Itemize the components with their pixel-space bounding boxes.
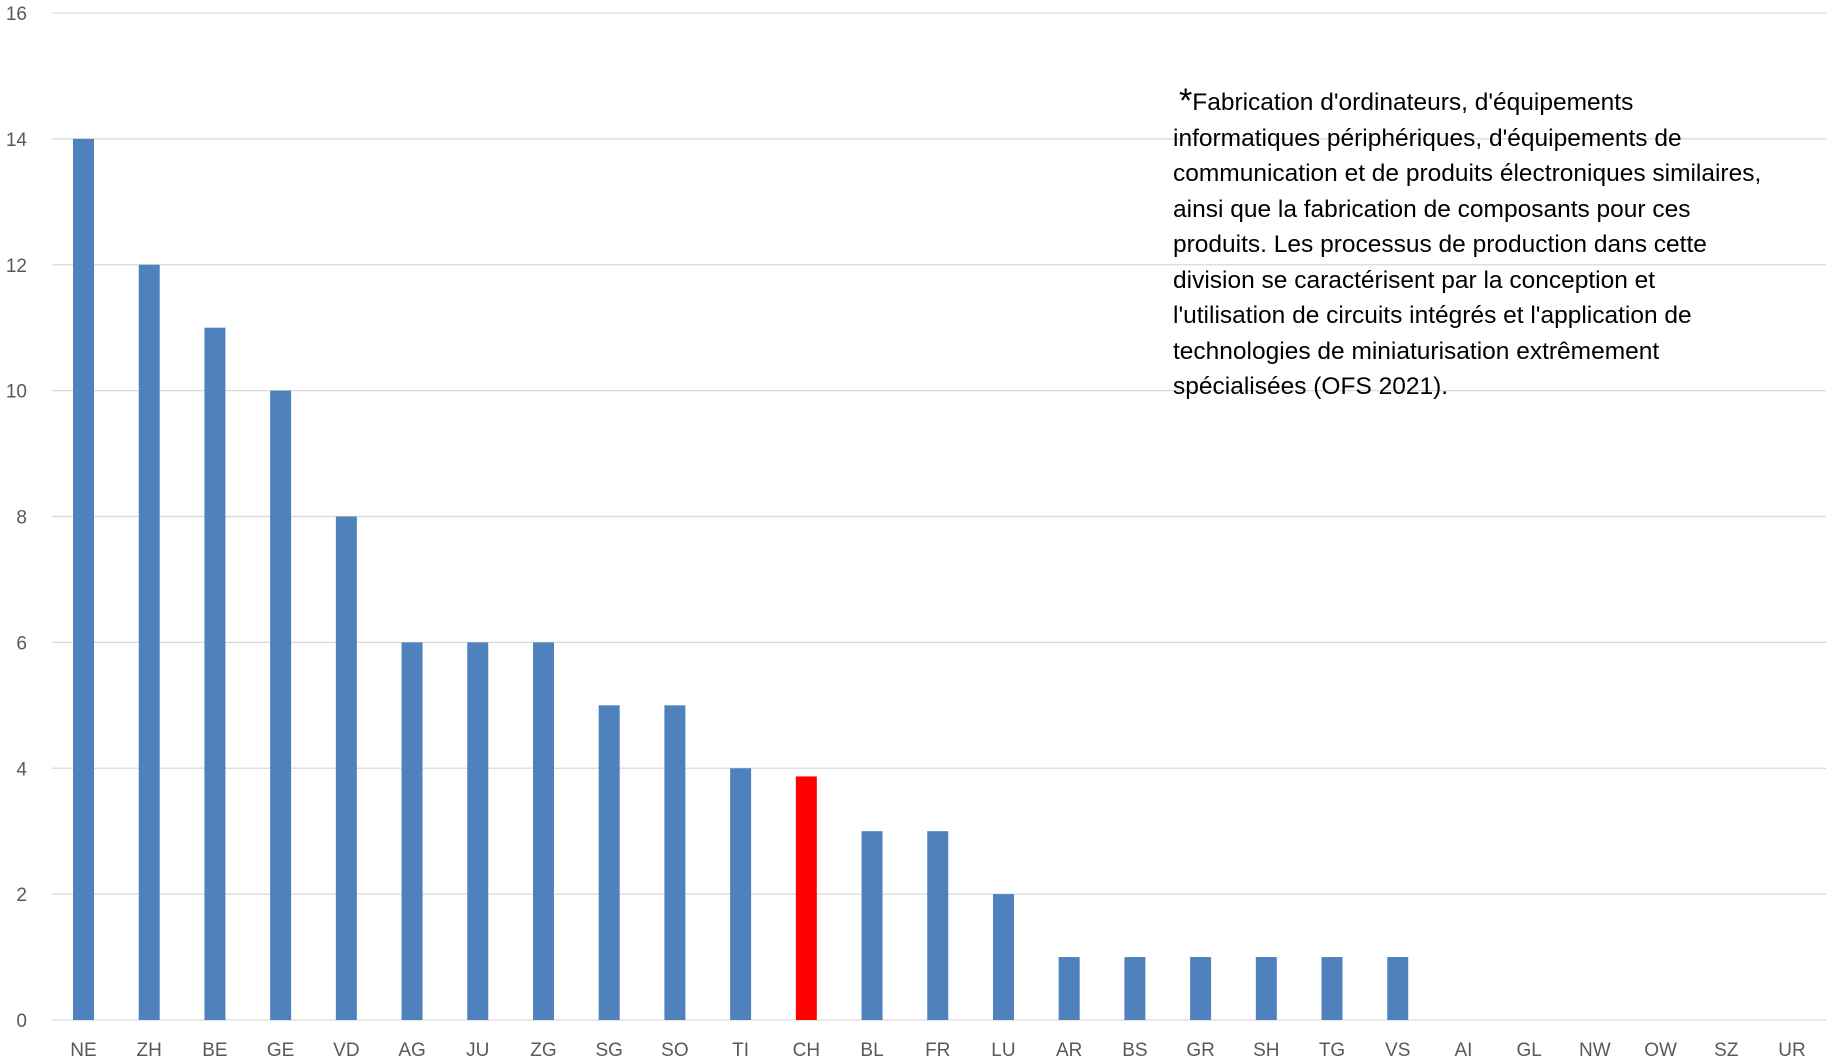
x-tick-label-ti: TI: [732, 1040, 749, 1061]
footnote-line: produits. Les processus de production da…: [1173, 231, 1707, 258]
bar-ge: [270, 390, 292, 1021]
y-axis-tick-labels: 0 2 4 6 8 10 12 14 16: [6, 4, 28, 1032]
footnote-line: spécialisées (OFS 2021).: [1173, 373, 1449, 400]
x-tick-label-bl: BL: [860, 1040, 883, 1061]
footnote-line: technologies de miniaturisation extrêmem…: [1173, 337, 1660, 365]
bar-vs: [1387, 957, 1409, 1020]
x-tick-label-ar: AR: [1056, 1040, 1082, 1061]
footnote-line: informatiques périphériques, d'équipemen…: [1173, 124, 1682, 152]
x-tick-label-bs: BS: [1122, 1040, 1147, 1061]
bar-zh: [138, 264, 160, 1020]
x-tick-label-nw: NW: [1579, 1040, 1611, 1061]
y-tick-label: 2: [16, 885, 27, 906]
y-tick-label: 14: [6, 130, 28, 151]
bar-bs: [1124, 957, 1146, 1020]
y-tick-label: 12: [6, 256, 27, 277]
x-tick-label-ai: AI: [1454, 1040, 1472, 1061]
bar-ag: [401, 642, 423, 1021]
footnote-line: l'utilisation de circuits intégrés et l'…: [1173, 302, 1692, 329]
bar-ar: [1058, 957, 1080, 1020]
bar-sg: [598, 705, 620, 1020]
x-axis-tick-labels: NE ZH BE GE VD AG JU ZG SG SO TI CH BL FR LU AR BS GR SH TG…: [70, 1040, 1805, 1061]
y-tick-label: 10: [6, 382, 27, 403]
x-tick-label-ow: OW: [1644, 1040, 1677, 1061]
y-tick-label: 4: [16, 759, 27, 780]
x-tick-label-ge: GE: [267, 1040, 294, 1061]
x-tick-label-zg: ZG: [530, 1040, 556, 1061]
bar-tg: [1321, 957, 1343, 1020]
x-tick-label-ne: NE: [70, 1040, 96, 1061]
bar-gr: [1190, 957, 1212, 1020]
x-tick-label-gl: GL: [1516, 1040, 1541, 1061]
bar-bl: [861, 831, 883, 1020]
x-tick-label-zh: ZH: [137, 1040, 162, 1061]
x-tick-label-sz: SZ: [1714, 1040, 1739, 1061]
x-tick-label-ag: AG: [398, 1040, 425, 1061]
x-tick-label-fr: FR: [925, 1040, 950, 1061]
footnote-line: communication et de produits électroniqu…: [1173, 160, 1762, 187]
x-tick-label-ur: UR: [1778, 1040, 1805, 1061]
bar-zg: [532, 642, 554, 1021]
bar-ju: [467, 642, 489, 1021]
bar-so: [664, 705, 686, 1020]
x-tick-label-lu: LU: [991, 1040, 1015, 1061]
x-tick-label-ju: JU: [466, 1040, 489, 1061]
y-tick-label: 6: [16, 633, 27, 654]
x-tick-label-tg: TG: [1319, 1040, 1345, 1061]
bar-sh: [1255, 957, 1277, 1020]
y-tick-label: 0: [16, 1011, 27, 1032]
x-tick-label-so: SO: [661, 1040, 688, 1061]
footnote-annotation: *Fabrication d'ordinateurs, d'équipement…: [1173, 82, 1826, 405]
bar-lu: [992, 894, 1014, 1021]
bar-ch: [795, 776, 817, 1020]
y-tick-label: 8: [16, 508, 27, 529]
bar-be: [204, 327, 226, 1020]
x-tick-label-vs: VS: [1385, 1040, 1410, 1061]
x-tick-label-sh: SH: [1253, 1040, 1279, 1061]
bar-ti: [730, 768, 752, 1020]
bars: [73, 138, 1409, 1021]
x-tick-label-gr: GR: [1186, 1040, 1215, 1061]
x-tick-label-be: BE: [202, 1040, 227, 1061]
bar-fr: [927, 831, 949, 1020]
bar-vd: [335, 516, 357, 1020]
x-tick-label-ch: CH: [793, 1040, 820, 1061]
y-tick-label: 16: [6, 4, 27, 25]
footnote-line: ainsi que la fabrication de composants p…: [1173, 195, 1691, 223]
footnote-line: Fabrication d'ordinateurs, d'équipements: [1192, 89, 1634, 116]
x-tick-label-sg: SG: [595, 1040, 622, 1061]
footnote-line: division se caractérisent par la concept…: [1173, 266, 1656, 294]
bar-ne: [73, 138, 94, 1021]
x-tick-label-vd: VD: [333, 1040, 359, 1061]
footnote-asterisk: *: [1179, 82, 1193, 120]
